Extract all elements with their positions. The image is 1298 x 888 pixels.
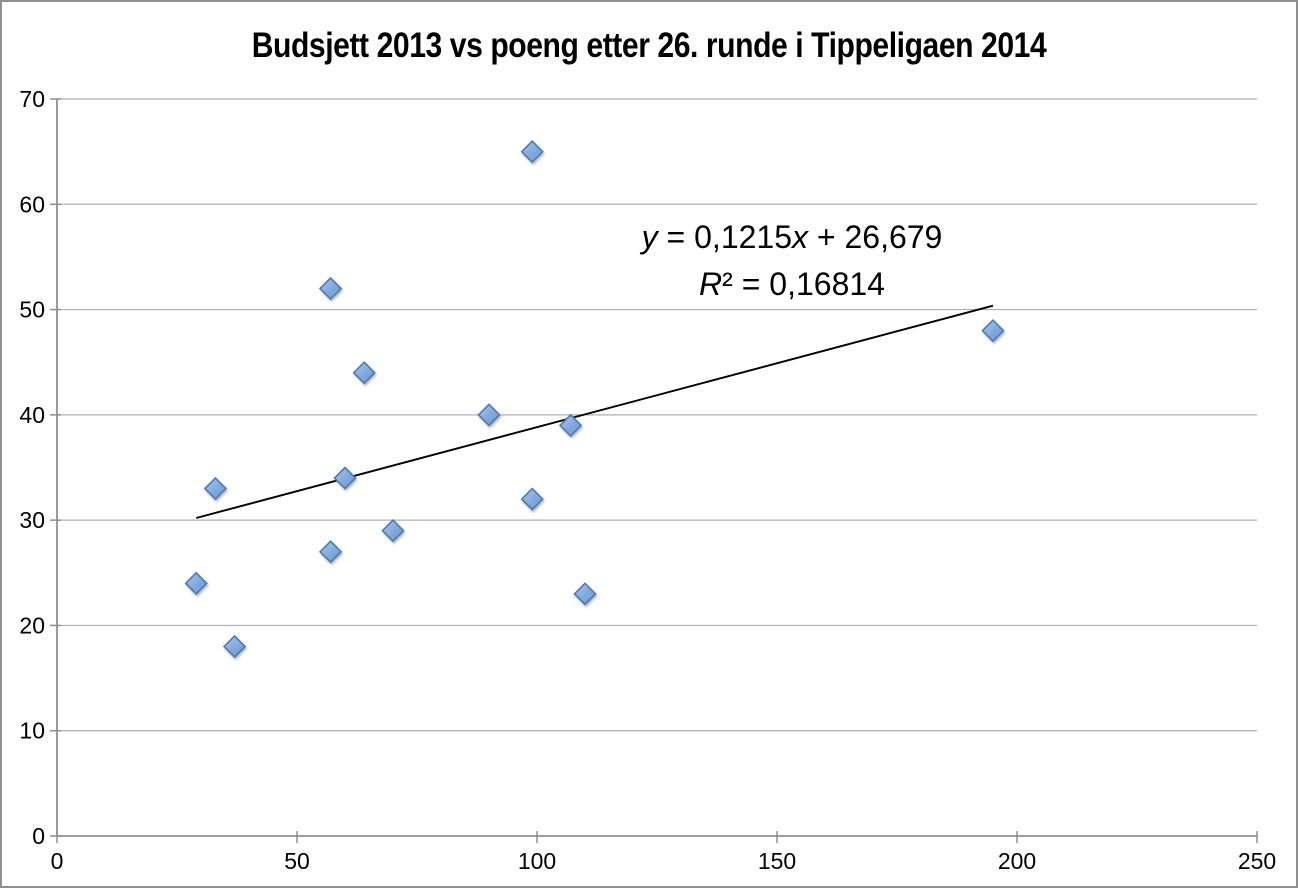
scatter-point <box>222 634 247 659</box>
x-tick-label-200: 200 <box>998 848 1036 874</box>
y-tick-label-40: 40 <box>19 402 45 428</box>
x-tick-label-150: 150 <box>758 848 796 874</box>
equation-variable: R <box>699 266 723 302</box>
trendline-r2-line: R² = 0,16814 <box>542 261 1042 308</box>
scatter-point <box>333 466 357 490</box>
y-tick-label-0: 0 <box>32 823 45 849</box>
scatter-point <box>318 540 343 564</box>
equation-text: + 26,679 <box>808 219 943 255</box>
equation-variable: x <box>792 219 808 255</box>
scatter-point <box>318 276 343 301</box>
y-tick-label-20: 20 <box>19 612 45 638</box>
x-tick-label-0: 0 <box>51 848 64 874</box>
x-tick-label-100: 100 <box>518 848 556 874</box>
scatter-point <box>184 571 208 595</box>
scatter-series <box>184 140 1005 659</box>
x-tick-label-50: 50 <box>284 848 310 874</box>
x-tick-label-250: 250 <box>1238 848 1276 874</box>
scatter-point <box>573 582 597 606</box>
equation-text: ² = 0,16814 <box>722 266 885 302</box>
scatter-point <box>558 413 583 438</box>
y-tick-label-30: 30 <box>19 507 45 533</box>
scatter-point <box>381 519 405 543</box>
equation-variable: y <box>641 219 658 255</box>
scatter-point <box>203 476 228 501</box>
trendline <box>195 304 994 519</box>
y-tick-label-70: 70 <box>19 86 45 112</box>
equation-text: = 0,1215 <box>657 219 792 255</box>
scatter-point <box>352 361 376 385</box>
y-tick-label-10: 10 <box>19 718 45 744</box>
chart-title: Budsjett 2013 vs poeng etter 26. runde i… <box>251 26 1047 65</box>
y-tick-label-60: 60 <box>19 191 45 217</box>
trendline-equation-line: y = 0,1215x + 26,679 <box>542 214 1042 261</box>
scatter-point <box>477 403 501 427</box>
scatter-point <box>981 318 1005 343</box>
scatter-point <box>520 487 544 511</box>
trendline-equation-label: y = 0,1215x + 26,679 R² = 0,16814 <box>542 214 1042 308</box>
scatter-point <box>520 140 544 164</box>
y-tick-label-50: 50 <box>19 297 45 323</box>
